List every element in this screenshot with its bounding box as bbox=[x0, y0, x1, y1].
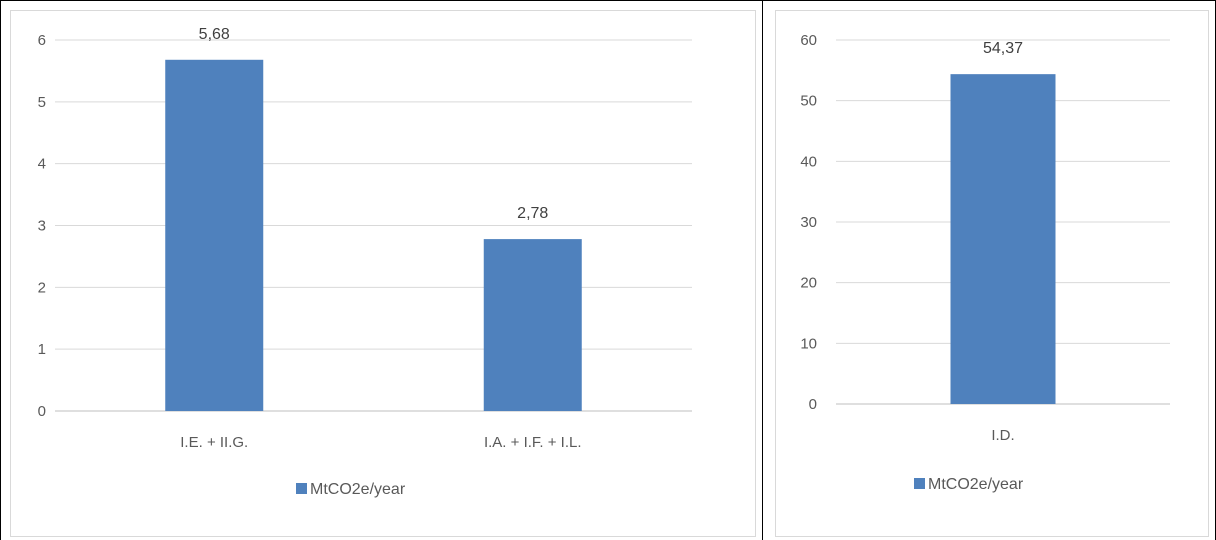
y-tick-label: 30 bbox=[800, 214, 817, 231]
y-tick-label: 2 bbox=[38, 279, 46, 296]
y-tick-label: 1 bbox=[38, 341, 46, 358]
y-tick-label: 0 bbox=[809, 396, 817, 413]
x-tick-label: I.E. + II.G. bbox=[180, 434, 248, 451]
data-label: 2,78 bbox=[517, 205, 548, 222]
y-tick-label: 40 bbox=[800, 153, 817, 170]
legend-swatch bbox=[296, 483, 307, 494]
bar bbox=[165, 59, 264, 411]
legend-label: MtCO2e/year bbox=[928, 476, 1024, 493]
y-tick-label: 6 bbox=[38, 32, 46, 49]
chart-right: 0 10 20 30 40 50 60 54,37 I.D. MtCO2e/year bbox=[775, 10, 1209, 537]
data-label: 5,68 bbox=[199, 26, 230, 43]
data-label: 54,37 bbox=[983, 40, 1023, 57]
legend-swatch bbox=[914, 478, 925, 489]
y-tick-label: 10 bbox=[800, 335, 817, 352]
y-tick-label: 20 bbox=[800, 275, 817, 292]
y-tick-label: 4 bbox=[38, 156, 46, 173]
bar bbox=[950, 74, 1056, 404]
y-tick-label: 50 bbox=[800, 93, 817, 110]
x-tick-label: I.D. bbox=[991, 427, 1014, 444]
y-tick-label: 5 bbox=[38, 94, 46, 111]
y-tick-label: 60 bbox=[800, 32, 817, 49]
legend-label: MtCO2e/year bbox=[310, 481, 406, 498]
bar bbox=[483, 239, 582, 411]
chart-area-border bbox=[10, 10, 756, 537]
chart-left: 0 1 2 3 4 5 6 5,68 I.E. + II.G. 2,78 I.A. + I.F. +… bbox=[10, 10, 756, 537]
x-tick-label: I.A. + I.F. + I.L. bbox=[484, 434, 582, 451]
y-tick-label: 0 bbox=[38, 403, 46, 420]
y-tick-label: 3 bbox=[38, 218, 46, 235]
